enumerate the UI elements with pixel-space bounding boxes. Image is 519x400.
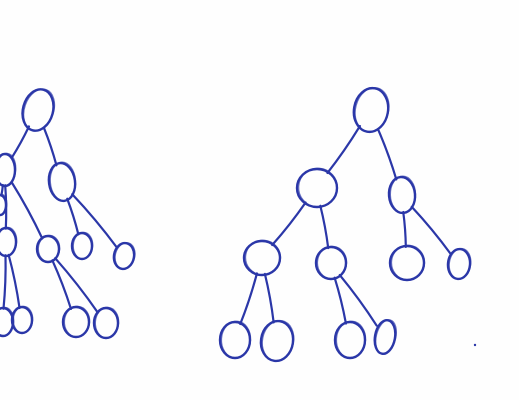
tree-node-L3 — [47, 161, 77, 203]
edge-L5-L11 — [54, 257, 99, 314]
tree-node-R11-overstroke — [375, 319, 397, 355]
edge-R1-R2 — [326, 124, 362, 175]
left-tree — [0, 88, 136, 340]
edge-L1-L3 — [43, 127, 58, 167]
edge-L5-L10 — [51, 259, 73, 311]
tree-node-L10-overstroke — [63, 305, 91, 338]
edge-L3-L7 — [71, 193, 118, 249]
edge-R1-R3 — [376, 128, 398, 181]
tree-node-L7-overstroke — [114, 242, 136, 270]
edge-R2-R4 — [271, 201, 307, 247]
tree-node-L3-overstroke — [49, 161, 77, 202]
edge-R3-R7 — [410, 205, 452, 256]
tree-node-L4-overstroke — [0, 226, 18, 257]
edge-R3-R6 — [402, 210, 407, 248]
tree-node-R5-overstroke — [316, 245, 348, 280]
right-tree — [218, 86, 472, 363]
tree-node-L12-overstroke — [0, 193, 8, 216]
ink-speck — [473, 343, 477, 347]
edge-R5-R11 — [338, 273, 378, 327]
edge-R4-R8 — [239, 272, 259, 326]
tree-node-R1-overstroke — [354, 87, 390, 133]
tree-node-R2-overstroke — [298, 167, 339, 208]
tree-node-R7-overstroke — [448, 247, 472, 280]
tree-node-L6-overstroke — [72, 231, 94, 260]
edge-L1-L2 — [10, 125, 31, 159]
tree-node-R3-overstroke — [389, 175, 417, 214]
edge-R2-R5 — [319, 204, 330, 250]
tree-node-L11-overstroke — [94, 306, 120, 339]
edge-L3-L6 — [66, 197, 80, 236]
edge-R5-R10 — [333, 276, 348, 325]
edge-L4-L9 — [7, 253, 21, 310]
tree-node-L2-overstroke — [0, 152, 17, 187]
tree-node-L12 — [0, 193, 8, 217]
tree-node-R9-overstroke — [261, 319, 295, 362]
tree-node-R10-overstroke — [335, 320, 367, 359]
edge-L4-L8 — [2, 254, 7, 310]
edge-R4-R9 — [263, 272, 275, 324]
tree-node-R6-overstroke — [390, 244, 426, 281]
tree-node-L5-overstroke — [37, 234, 61, 263]
tree-node-L9-overstroke — [12, 305, 34, 334]
tree-node-L1-overstroke — [23, 88, 56, 132]
edge-L2-L5 — [10, 181, 44, 240]
tree-node-R4-overstroke — [244, 239, 282, 276]
tree-node-R8-overstroke — [220, 320, 252, 359]
